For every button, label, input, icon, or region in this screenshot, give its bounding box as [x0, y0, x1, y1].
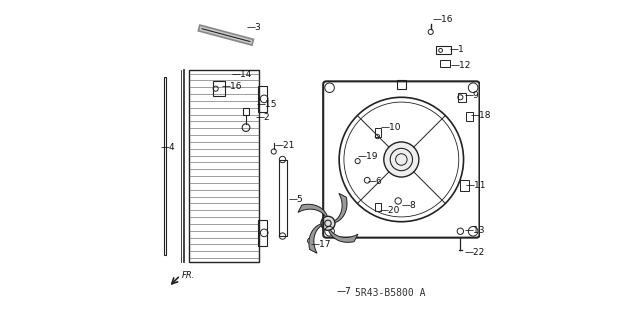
Text: —16: —16	[433, 15, 453, 24]
Bar	[278, 160, 287, 236]
Text: —3: —3	[246, 23, 261, 32]
Text: —2: —2	[255, 113, 270, 122]
Text: —22: —22	[465, 248, 484, 256]
Text: —5: —5	[288, 195, 303, 204]
Text: —16: —16	[221, 82, 243, 91]
Bar	[397, 80, 406, 89]
Bar	[458, 93, 467, 102]
Text: —15: —15	[257, 100, 277, 109]
Bar	[375, 203, 381, 211]
Text: —6: —6	[368, 177, 383, 186]
Text: —17: —17	[310, 240, 331, 249]
Text: —13: —13	[465, 226, 485, 235]
Text: —8: —8	[401, 201, 416, 210]
Polygon shape	[309, 224, 321, 253]
Bar	[466, 112, 473, 121]
Bar	[258, 220, 267, 246]
Bar	[189, 70, 259, 262]
Text: —1: —1	[449, 45, 464, 54]
Bar	[440, 60, 449, 67]
Bar	[164, 77, 166, 255]
Text: —20: —20	[380, 206, 401, 215]
Text: FR.: FR.	[182, 271, 196, 280]
Text: 5R43-B5800 A: 5R43-B5800 A	[355, 288, 426, 299]
Bar	[258, 86, 267, 112]
Polygon shape	[335, 193, 347, 223]
Bar	[436, 46, 451, 54]
Text: —9: —9	[464, 91, 479, 100]
Text: —10: —10	[381, 123, 401, 132]
Bar	[243, 108, 248, 115]
Bar	[375, 128, 381, 137]
Circle shape	[321, 216, 335, 230]
Text: —18: —18	[470, 111, 491, 120]
Polygon shape	[328, 230, 358, 242]
Polygon shape	[298, 204, 328, 217]
Text: —19: —19	[358, 152, 378, 161]
Text: —21: —21	[275, 141, 295, 150]
Circle shape	[384, 142, 419, 177]
Text: —12: —12	[450, 61, 470, 70]
Bar	[460, 180, 469, 191]
Text: —7: —7	[337, 287, 351, 296]
Text: —14: —14	[231, 70, 252, 79]
Bar	[213, 81, 225, 96]
Text: —4: —4	[161, 143, 175, 152]
Text: —11: —11	[465, 181, 486, 190]
